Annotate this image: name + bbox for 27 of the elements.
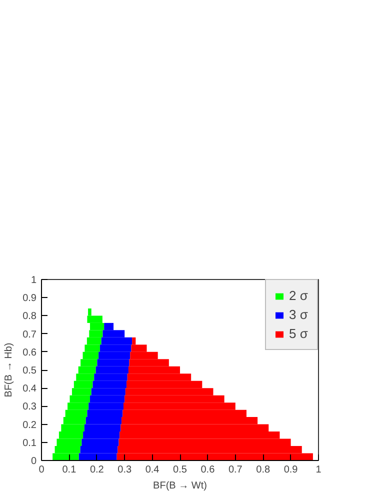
x-axis-title: BF(B → Wt) [153, 480, 207, 492]
x-tick-label: 0.7 [228, 464, 243, 476]
y-tick-label: 0 [30, 456, 37, 467]
y-tick-label: 0.3 [22, 402, 37, 413]
x-tick-label: 0.8 [256, 464, 270, 476]
y-axis-title: BF(B → Hb) [4, 342, 15, 398]
x-tick-label: 0.3 [118, 464, 132, 476]
legend-label: 3 σ [289, 307, 309, 322]
y-tick-label: 0.4 [22, 384, 37, 395]
y-tick-label: 0.7 [22, 329, 37, 340]
x-tick-label: 1 [316, 464, 322, 476]
x-tick-label: 0.2 [90, 464, 104, 476]
y-tick-label: 0.9 [22, 293, 37, 304]
x-tick-label: 0.4 [145, 464, 160, 476]
y-tick-label: 0.2 [22, 420, 37, 431]
legend-label: 2 σ [289, 288, 309, 303]
y-tick-label: 0.6 [22, 347, 37, 358]
legend-label: 5 σ [289, 326, 309, 341]
x-tick-label: 0 [38, 464, 45, 476]
y-tick-label: 0.8 [22, 311, 37, 322]
y-tick-label: 0.5 [22, 366, 37, 376]
x-tick-label: 0.1 [62, 464, 77, 476]
y-tick-label: 1 [30, 275, 37, 286]
x-tick-label: 0.9 [284, 464, 298, 476]
y-tick-label: 0.1 [22, 438, 37, 449]
x-tick-label: 0.5 [173, 464, 188, 476]
x-tick-label: 0.6 [200, 464, 216, 476]
